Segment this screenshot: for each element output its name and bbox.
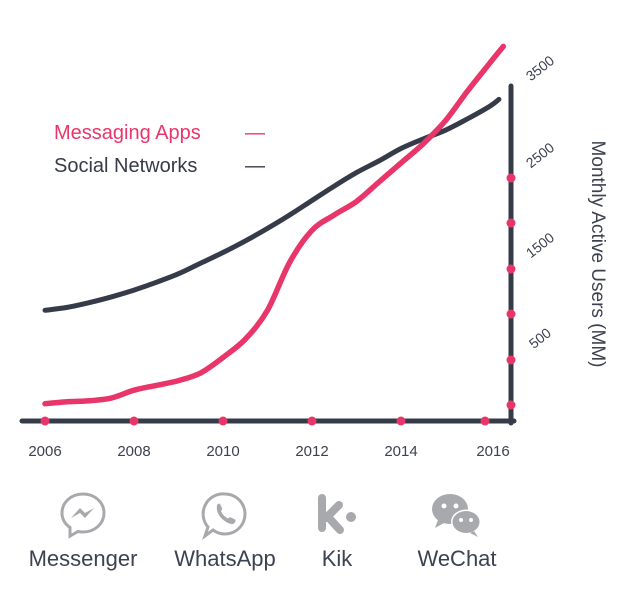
y-tick-marker: [506, 400, 516, 410]
app-messenger: Messenger: [18, 490, 148, 572]
app-wechat: WeChat: [392, 490, 522, 572]
legend-messaging-label: Messaging Apps: [54, 122, 201, 144]
app-whatsapp: WhatsApp: [160, 490, 290, 572]
y-tick-marker: [506, 309, 516, 319]
x-tick-marker: [40, 416, 50, 426]
axes-layer: [19, 83, 517, 426]
legend: Messaging Apps — Social Networks —: [54, 122, 265, 177]
app-label-whatsapp: WhatsApp: [174, 546, 276, 571]
y-tick-label: 500: [526, 324, 554, 351]
x-tick-marker: [218, 416, 228, 426]
x-tick-label: 2014: [384, 443, 417, 460]
x-tick-marker: [129, 416, 139, 426]
x-tick-label: 2016: [476, 443, 509, 460]
y-tick-marker: [506, 355, 516, 365]
app-label-wechat: WeChat: [417, 546, 497, 571]
messenger-icon: [60, 492, 106, 539]
chart: 2006 2008 2010 2012 2014 2016500150025003500 …: [19, 43, 608, 460]
y-tick-label: 1500: [523, 229, 558, 261]
series-layer: [42, 43, 507, 407]
x-tick-marker: [480, 416, 490, 426]
y-tick-marker: [506, 173, 516, 183]
y-axis-label: Monthly Active Users (MM): [587, 141, 608, 368]
x-tick-label: 2006: [28, 443, 61, 460]
x-tick-label: 2012: [295, 443, 328, 460]
y-tick-label: 3500: [523, 52, 558, 84]
series-line-messaging-apps: [42, 43, 507, 407]
x-tick-marker: [396, 416, 406, 426]
legend-social-dash: —: [245, 155, 265, 177]
whatsapp-icon: [201, 492, 247, 540]
x-tick-marker: [307, 416, 317, 426]
x-tick-label: 2008: [117, 443, 150, 460]
y-tick-label: 2500: [523, 139, 558, 171]
app-label-messenger: Messenger: [28, 546, 138, 571]
wechat-icon: [432, 494, 481, 537]
marks-layer: [40, 173, 516, 426]
legend-messaging-dash: —: [245, 122, 265, 144]
kik-icon: [318, 494, 356, 534]
legend-social-label: Social Networks: [54, 155, 197, 177]
y-tick-marker: [506, 264, 516, 274]
x-tick-label: 2010: [206, 443, 239, 460]
y-tick-marker: [506, 218, 516, 228]
app-kik: Kik: [302, 490, 372, 572]
app-icons-row: Messenger WhatsApp Kik WeChat: [0, 490, 642, 590]
app-label-kik: Kik: [321, 546, 353, 571]
